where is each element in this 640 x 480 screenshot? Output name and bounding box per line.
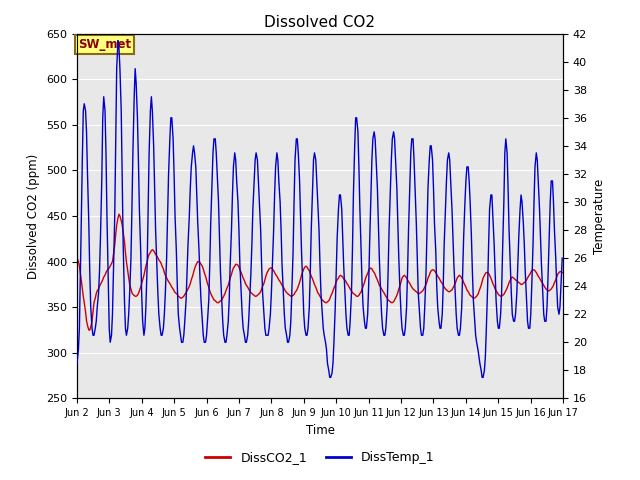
Title: Dissolved CO2: Dissolved CO2 xyxy=(264,15,376,30)
Legend: DissCO2_1, DissTemp_1: DissCO2_1, DissTemp_1 xyxy=(200,446,440,469)
Y-axis label: Dissolved CO2 (ppm): Dissolved CO2 (ppm) xyxy=(28,154,40,278)
Text: SW_met: SW_met xyxy=(79,38,132,51)
X-axis label: Time: Time xyxy=(305,424,335,437)
Y-axis label: Temperature: Temperature xyxy=(593,179,605,253)
